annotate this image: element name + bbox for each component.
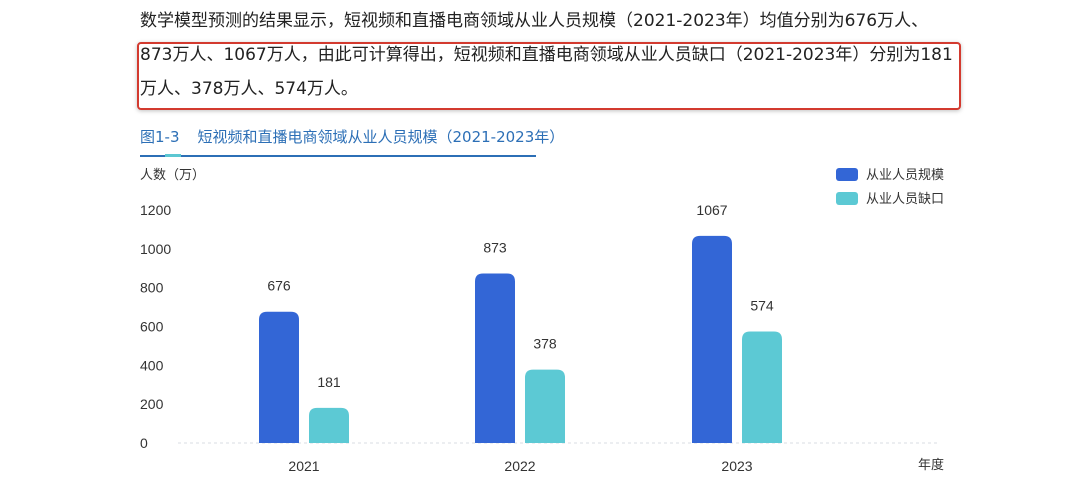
bar-gap xyxy=(309,407,349,443)
bar-scale xyxy=(692,235,732,443)
x-tick-label: 2022 xyxy=(504,458,535,474)
legend-label: 从业人员缺口 xyxy=(866,192,944,207)
bar-gap xyxy=(525,369,565,443)
y-tick-label: 800 xyxy=(140,280,164,296)
caption-rule-accent xyxy=(165,154,181,157)
data-label: 873 xyxy=(483,239,507,255)
y-tick-label: 1000 xyxy=(140,241,171,257)
data-label: 181 xyxy=(317,374,341,390)
legend-swatch xyxy=(836,192,858,205)
bar-scale xyxy=(475,273,515,443)
bar-gap xyxy=(742,331,782,443)
data-label: 378 xyxy=(533,336,557,352)
y-tick-label: 0 xyxy=(140,435,148,451)
legend-label: 从业人员规模 xyxy=(866,168,944,183)
figure-title: 短视频和直播电商领域从业人员规模（2021-2023年） xyxy=(197,128,565,146)
y-tick-label: 400 xyxy=(140,357,164,373)
data-label: 1067 xyxy=(696,202,727,218)
caption-rule xyxy=(140,155,536,157)
y-tick-label: 1200 xyxy=(140,202,171,218)
summary-paragraph: 数学模型预测的结果显示，短视频和直播电商领域从业人员规模（2021-2023年）… xyxy=(140,11,953,99)
y-tick-label: 600 xyxy=(140,319,164,335)
x-axis-label: 年度 xyxy=(918,457,944,473)
figure-caption: 图1-3 短视频和直播电商领域从业人员规模（2021-2023年） xyxy=(140,126,564,150)
x-tick-label: 2021 xyxy=(288,458,319,474)
y-axis-label: 人数（万） xyxy=(140,168,205,183)
x-tick-label: 2023 xyxy=(721,458,752,474)
figure-number: 图1-3 xyxy=(140,128,180,146)
bar-scale xyxy=(259,311,299,443)
bar-chart: 人数（万） 0 200 400 600 800 1000 1200 676 181 2021 873 3… xyxy=(140,168,944,474)
legend-swatch xyxy=(836,168,858,181)
data-label: 574 xyxy=(750,298,774,314)
data-label: 676 xyxy=(267,278,291,294)
y-tick-label: 200 xyxy=(140,396,164,412)
